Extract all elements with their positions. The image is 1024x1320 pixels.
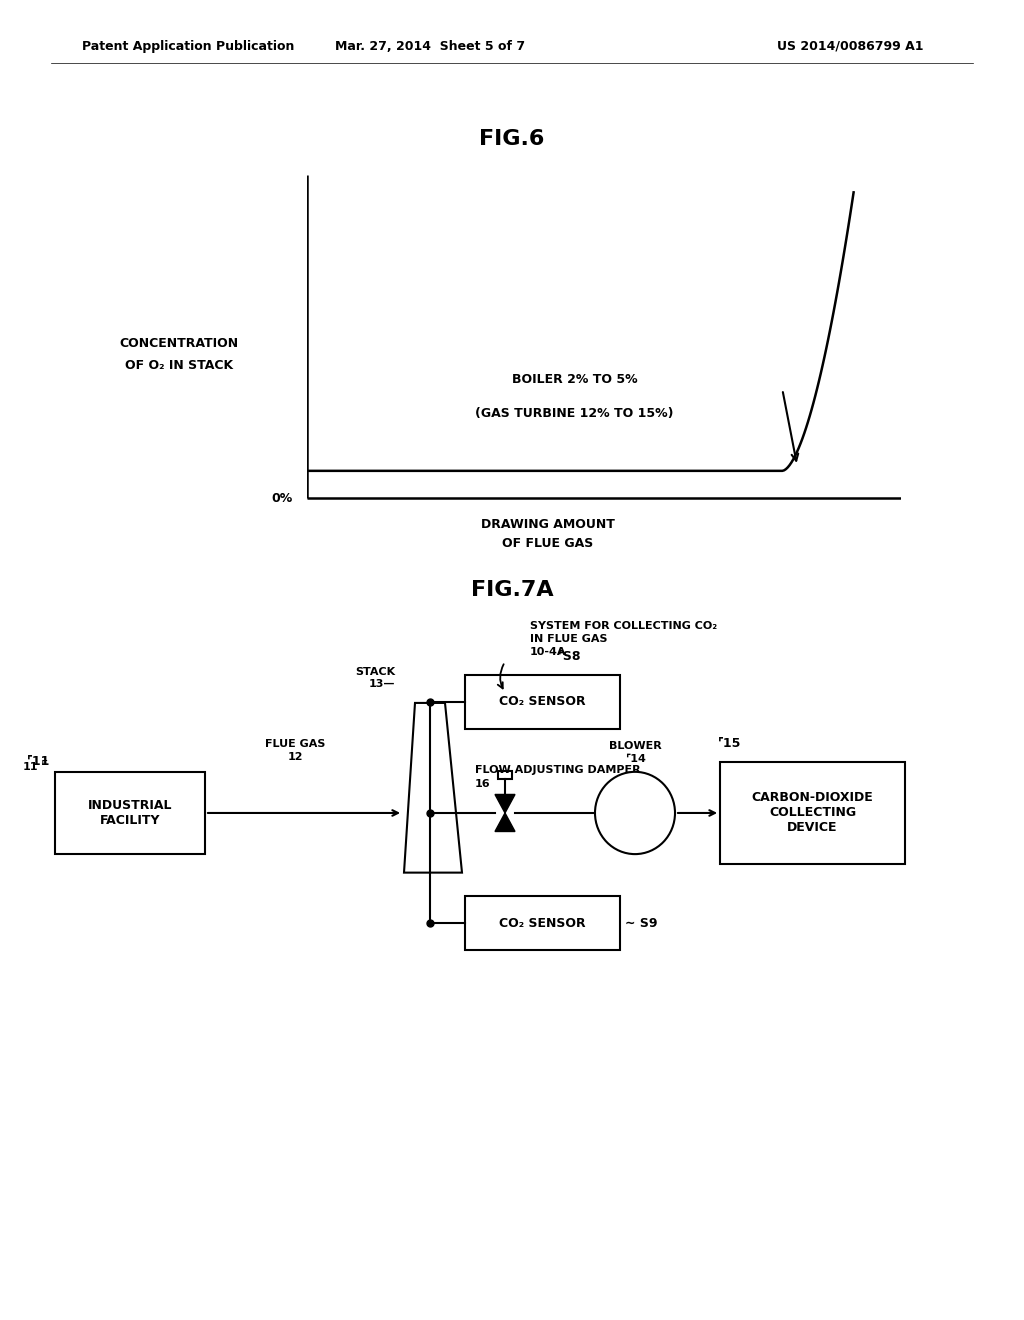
Text: CO₂ SENSOR: CO₂ SENSOR (499, 916, 586, 929)
Text: CO₂ SENSOR: CO₂ SENSOR (499, 696, 586, 709)
Text: BOILER 2% TO 5%: BOILER 2% TO 5% (512, 372, 637, 385)
Text: FIG.7A: FIG.7A (471, 579, 553, 599)
Text: Patent Application Publication: Patent Application Publication (82, 40, 294, 53)
Text: FLOW ADJUSTING DAMPER: FLOW ADJUSTING DAMPER (475, 764, 641, 775)
Text: SYSTEM FOR COLLECTING CO₂: SYSTEM FOR COLLECTING CO₂ (530, 620, 717, 631)
Text: ⌜: ⌜ (40, 759, 47, 775)
Text: (GAS TURBINE 12% TO 15%): (GAS TURBINE 12% TO 15%) (475, 407, 674, 420)
Text: OF O₂ IN STACK: OF O₂ IN STACK (125, 359, 233, 372)
Text: 0%: 0% (271, 491, 293, 504)
Text: ∼ S9: ∼ S9 (625, 916, 657, 929)
Text: ⌜15: ⌜15 (718, 737, 741, 750)
Text: OF FLUE GAS: OF FLUE GAS (502, 537, 594, 550)
Text: IN FLUE GAS: IN FLUE GAS (530, 634, 607, 644)
FancyBboxPatch shape (465, 896, 620, 950)
Polygon shape (404, 704, 462, 873)
Circle shape (595, 772, 675, 854)
Polygon shape (495, 813, 515, 832)
Text: ⌜S8: ⌜S8 (557, 651, 581, 663)
Polygon shape (495, 795, 515, 813)
FancyBboxPatch shape (498, 771, 512, 779)
Text: ⌜11: ⌜11 (27, 755, 50, 768)
Text: BLOWER: BLOWER (608, 741, 662, 751)
Text: FIG.6: FIG.6 (479, 128, 545, 149)
Text: 10-4A: 10-4A (530, 647, 566, 657)
Text: 11: 11 (23, 762, 38, 772)
Text: 13—: 13— (369, 680, 395, 689)
Text: 16: 16 (475, 779, 490, 789)
Text: Mar. 27, 2014  Sheet 5 of 7: Mar. 27, 2014 Sheet 5 of 7 (335, 40, 525, 53)
Text: STACK: STACK (355, 667, 395, 677)
Text: FLUE GAS: FLUE GAS (265, 739, 326, 748)
Text: CONCENTRATION: CONCENTRATION (120, 337, 239, 350)
Text: 12: 12 (288, 752, 303, 763)
Text: CARBON-DIOXIDE
COLLECTING
DEVICE: CARBON-DIOXIDE COLLECTING DEVICE (752, 792, 873, 834)
Text: INDUSTRIAL
FACILITY: INDUSTRIAL FACILITY (88, 799, 172, 826)
Text: US 2014/0086799 A1: US 2014/0086799 A1 (776, 40, 924, 53)
FancyBboxPatch shape (55, 772, 205, 854)
Text: ⌜14: ⌜14 (625, 755, 646, 764)
Text: DRAWING AMOUNT: DRAWING AMOUNT (481, 517, 614, 531)
FancyBboxPatch shape (720, 762, 905, 865)
FancyBboxPatch shape (465, 675, 620, 729)
